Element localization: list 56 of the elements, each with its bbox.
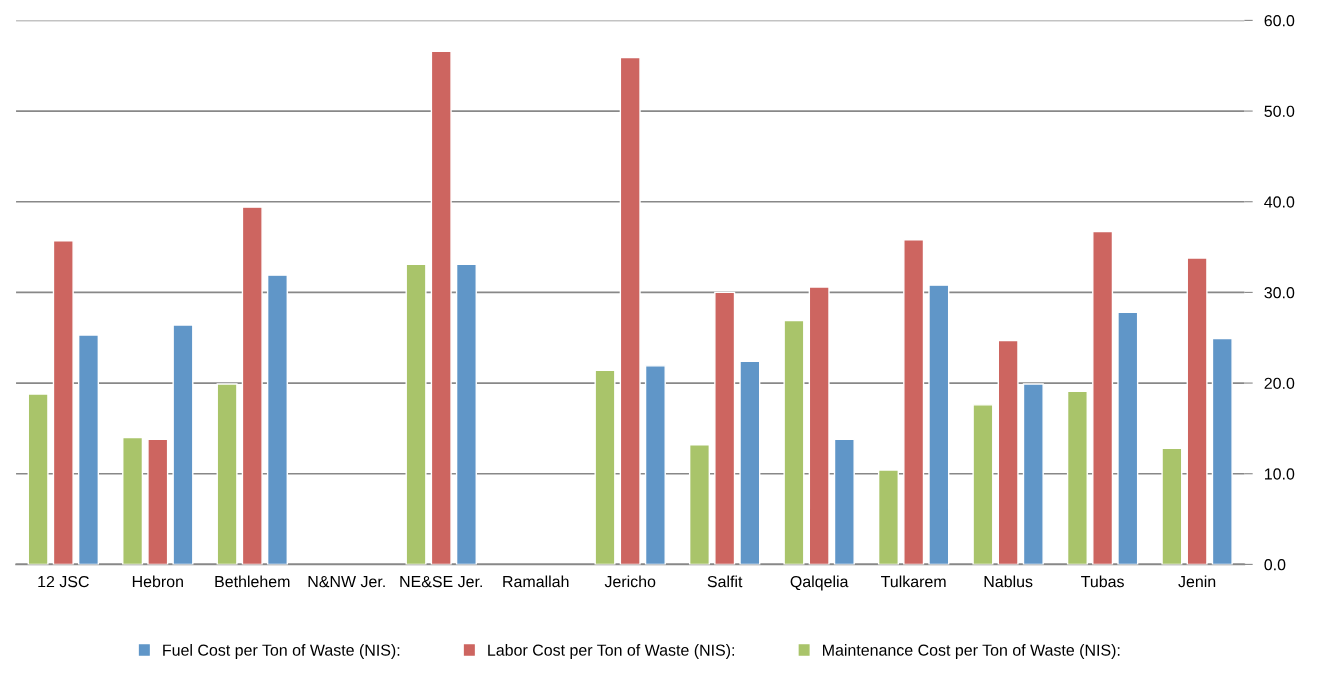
y-tick-label: 0.0 <box>1264 559 1286 571</box>
bar <box>808 286 830 565</box>
bar <box>172 324 194 565</box>
bar <box>972 404 994 565</box>
y-tick-label: 30.0 <box>1264 287 1295 299</box>
bar <box>1092 230 1114 565</box>
y-tick-label: 50.0 <box>1264 105 1295 118</box>
bar <box>1066 390 1088 565</box>
x-tick-label: Jenin <box>1178 575 1216 588</box>
legend-label: Labor Cost per Ton of Waste (NIS): <box>488 644 735 659</box>
x-tick-label: Qalqelia <box>790 575 849 591</box>
bar <box>77 334 100 565</box>
bar <box>241 206 263 565</box>
bar <box>1117 311 1139 565</box>
legend-label: Maintenance Cost per Ton of Waste (NIS): <box>823 644 1120 659</box>
bar <box>619 56 641 565</box>
x-tick-label: Jericho <box>604 575 656 588</box>
x-tick-label: Tulkarem <box>881 575 946 588</box>
bar <box>1022 383 1044 565</box>
bar <box>739 360 761 565</box>
x-tick-label: Tubas <box>1081 575 1124 588</box>
bar <box>1186 257 1208 565</box>
x-tick-label: Ramallah <box>503 575 569 588</box>
bar <box>266 274 288 565</box>
bar <box>1211 337 1233 565</box>
bar <box>594 369 616 565</box>
bar <box>997 339 1019 565</box>
y-tick-label: 10.0 <box>1265 468 1295 480</box>
bar <box>644 365 666 565</box>
bar <box>455 263 477 565</box>
bar <box>877 469 899 565</box>
x-tick-label: Bethlehem <box>215 575 290 588</box>
bar <box>928 284 950 565</box>
x-tick-label: N&NW Jer. <box>308 576 385 588</box>
bar <box>903 239 925 565</box>
bar <box>783 319 805 565</box>
y-tick-label: 20.0 <box>1264 377 1295 390</box>
bar <box>52 240 74 565</box>
x-tick-label: Salfit <box>707 575 743 588</box>
x-tick-label: 12 JSC <box>38 575 89 588</box>
bar <box>405 263 427 565</box>
bar <box>714 291 736 565</box>
legend-label: Fuel Cost per Ton of Waste (NIS): <box>163 644 400 659</box>
x-tick-label: Nablus <box>984 575 1033 588</box>
y-tick-label: 60.0 <box>1264 15 1295 27</box>
bar <box>216 383 238 565</box>
bar <box>147 438 169 565</box>
y-tick-label: 40.0 <box>1264 196 1295 208</box>
bar <box>688 444 711 565</box>
x-tick-label: Hebron <box>132 575 183 588</box>
bar <box>1161 447 1183 565</box>
bar <box>122 436 144 565</box>
bar <box>27 393 49 565</box>
x-tick-label: NE&SE Jer. <box>400 575 482 588</box>
bar <box>430 50 452 565</box>
bar <box>833 438 855 565</box>
